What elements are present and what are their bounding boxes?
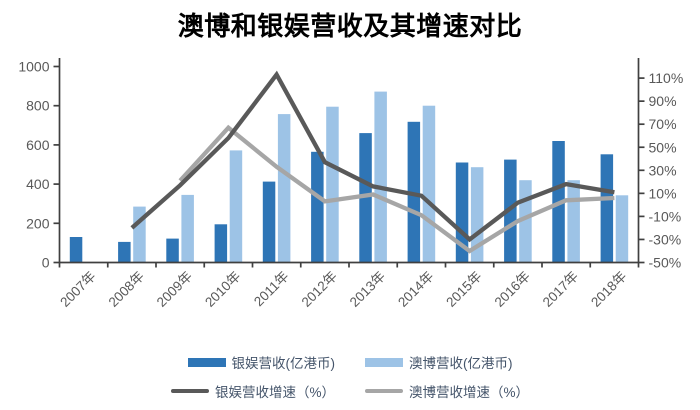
x-axis-label: 2008年	[106, 269, 147, 310]
x-axis-label: 2011年	[251, 269, 292, 310]
bar-galaxy-2010年	[214, 224, 228, 263]
bar-sjm-2009年	[181, 194, 194, 263]
y-axis-left-label: 400	[26, 176, 50, 192]
bar-galaxy-2013年	[359, 133, 372, 263]
y-axis-left-label: 800	[26, 98, 50, 114]
revenue-growth-chart: 0 200 400 600 800 1000 -50% -30% -10% 10% 30% 50% 70…	[18, 58, 684, 310]
bar-galaxy-2009年	[166, 238, 179, 263]
y-axis-right-label: 30%	[649, 162, 677, 178]
bar-sjm-2012年	[326, 106, 339, 263]
growth-line-galaxy	[130, 70, 615, 243]
bar-sjm-2014年	[422, 105, 436, 263]
legend-item-sjm-growth: 澳博营收增速（%）	[365, 381, 529, 401]
growth-line-sjm	[178, 124, 615, 254]
legend-swatch-sjm-revenue-icon	[365, 357, 403, 367]
x-axis-label: 2014年	[395, 269, 436, 310]
legend-row-bars: 银娱营收(亿港币) 澳博营收(亿港币)	[0, 351, 700, 373]
bar-sjm-2018年	[615, 195, 629, 263]
legend-item-sjm-revenue: 澳博营收(亿港币)	[365, 352, 513, 372]
y-axis-right-label: -10%	[649, 208, 682, 224]
x-axis-label: 2013年	[347, 269, 388, 310]
y-axis-right-label: 110%	[649, 70, 684, 86]
bar-galaxy-2012年	[311, 151, 324, 263]
legend-label-sjm-revenue: 澳博营收(亿港币)	[409, 356, 513, 371]
x-axis-label: 2017年	[540, 269, 581, 310]
x-axis-label: 2009年	[154, 269, 195, 310]
x-axis-label: 2015年	[443, 269, 484, 310]
legend-label-galaxy-growth: 银娱营收增速（%）	[214, 385, 335, 400]
bar-galaxy-2011年	[262, 181, 276, 263]
legend-item-galaxy-growth: 银娱营收增速（%）	[170, 381, 335, 401]
bar-sjm-2011年	[277, 114, 291, 263]
x-axis-label: 2016年	[492, 269, 533, 310]
legend-row-lines: 银娱营收增速（%） 澳博营收增速（%）	[0, 380, 700, 402]
y-axis-left-label: 1000	[18, 59, 49, 75]
legend-swatch-galaxy-revenue-icon	[187, 357, 226, 367]
x-axis-label: 2010年	[202, 269, 243, 310]
bar-sjm-2013年	[374, 91, 387, 263]
legend-swatch-sjm-growth-icon	[365, 388, 403, 394]
chart-title: 澳博和银娱营收及其增速对比	[177, 12, 523, 41]
y-axis-right-label: -50%	[649, 255, 682, 271]
y-axis-right-label: 10%	[649, 185, 677, 201]
y-axis-left-label: 0	[42, 255, 50, 271]
y-axis-right-label: -30%	[649, 231, 682, 247]
legend-label-sjm-growth: 澳博营收增速（%）	[409, 385, 530, 400]
x-axis-label: 2012年	[299, 269, 340, 310]
x-axis-label: 2018年	[588, 269, 629, 310]
bar-galaxy-2007年	[69, 237, 83, 263]
y-axis-right-label: 70%	[649, 116, 677, 132]
y-axis-right-label: 50%	[649, 139, 677, 155]
legend-label-galaxy-revenue: 银娱营收(亿港币)	[231, 356, 336, 371]
bar-sjm-2010年	[229, 150, 243, 263]
y-axis-left-label: 600	[26, 137, 50, 153]
y-axis-right-label: 90%	[649, 93, 677, 109]
bar-galaxy-2018年	[600, 154, 614, 263]
legend-item-galaxy-revenue: 银娱营收(亿港币)	[187, 352, 336, 372]
bar-galaxy-2008年	[118, 241, 131, 263]
chart-legend: 银娱营收(亿港币) 澳博营收(亿港币) 银娱营收增速（%） 澳博营收增速（%）	[0, 351, 700, 409]
x-axis-label: 2007年	[57, 269, 98, 310]
legend-swatch-galaxy-growth-icon	[170, 388, 209, 394]
bar-sjm-2017年	[567, 180, 580, 263]
y-axis-left-label: 200	[26, 215, 50, 231]
